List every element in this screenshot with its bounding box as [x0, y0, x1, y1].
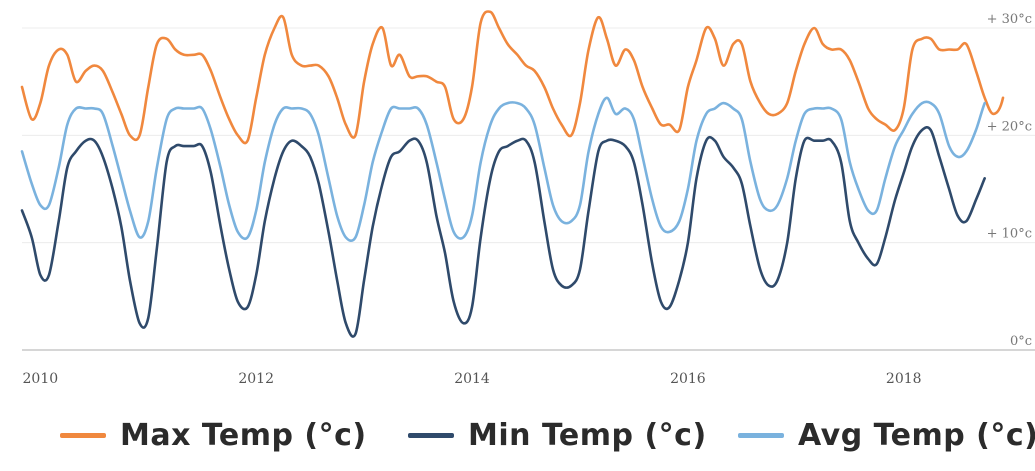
x-tick-label: 2018	[886, 371, 922, 387]
y-axis-ticks: 0°c + 10°c + 20°c + 30°c	[987, 12, 1032, 349]
x-tick-label: 2010	[23, 371, 59, 387]
legend-item-max-temp[interactable]: Max Temp (°c)	[60, 418, 367, 453]
legend-swatch-min-temp	[408, 433, 454, 438]
y-tick-label: + 10°c	[987, 227, 1032, 242]
x-tick-label: 2014	[454, 371, 490, 387]
legend-label-avg-temp: Avg Temp (°c)	[798, 418, 1035, 453]
legend-item-avg-temp[interactable]: Avg Temp (°c)	[738, 418, 1035, 453]
y-tick-label: 0°c	[1010, 334, 1032, 349]
temperature-chart: 0°c+ 10°c+ 20°c+ 30°c 2010 2012 2014 2016 20…	[20, 10, 1035, 387]
y-tick-label: + 30°c	[987, 12, 1032, 27]
grid-lines	[22, 27, 1035, 244]
legend-item-min-temp[interactable]: Min Temp (°c)	[408, 418, 707, 453]
series-line-avg-temp	[20, 96, 986, 242]
legend-swatch-avg-temp	[738, 433, 784, 438]
x-axis-ticks: 2010 2012 2014 2016 2018	[23, 371, 922, 387]
legend-swatch-max-temp	[60, 433, 106, 438]
x-tick-label: 2012	[238, 371, 274, 387]
series-lines	[20, 10, 1005, 338]
legend-label-min-temp: Min Temp (°c)	[468, 418, 707, 453]
y-tick-label: + 20°c	[987, 119, 1032, 134]
x-tick-label: 2016	[670, 371, 706, 387]
series-line-min-temp	[20, 126, 986, 338]
series-line-max-temp	[20, 10, 1005, 145]
legend-label-max-temp: Max Temp (°c)	[120, 418, 367, 453]
chart-legend: Max Temp (°c) Min Temp (°c) Avg Temp (°c…	[0, 410, 1035, 470]
